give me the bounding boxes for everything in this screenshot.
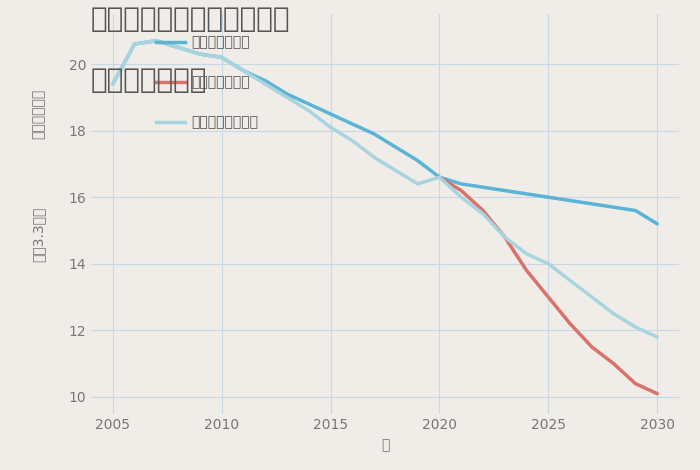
- グッドシナリオ: [566, 198, 574, 204]
- グッドシナリオ: [588, 201, 596, 207]
- Line: ノーマルシナリオ: ノーマルシナリオ: [113, 41, 657, 337]
- ノーマルシナリオ: [566, 278, 574, 283]
- グッドシナリオ: [174, 45, 182, 50]
- バッドシナリオ: [522, 267, 531, 273]
- ノーマルシナリオ: [326, 125, 335, 130]
- グッドシナリオ: [261, 78, 270, 84]
- ノーマルシナリオ: [522, 251, 531, 257]
- グッドシナリオ: [239, 68, 248, 73]
- グッドシナリオ: [326, 111, 335, 117]
- ノーマルシナリオ: [239, 68, 248, 73]
- Text: 兵庫県姫路市安富町三森の: 兵庫県姫路市安富町三森の: [91, 5, 290, 33]
- Text: 単価（万円）: 単価（万円）: [31, 89, 45, 139]
- ノーマルシナリオ: [152, 38, 160, 44]
- Text: 平（3.3㎡）: 平（3.3㎡）: [31, 206, 45, 261]
- グッドシナリオ: [283, 91, 291, 97]
- バッドシナリオ: [544, 294, 552, 300]
- Text: バッドシナリオ: バッドシナリオ: [191, 75, 250, 89]
- ノーマルシナリオ: [610, 311, 618, 317]
- グッドシナリオ: [304, 101, 313, 107]
- グッドシナリオ: [218, 55, 226, 60]
- グッドシナリオ: [435, 174, 444, 180]
- ノーマルシナリオ: [108, 81, 117, 87]
- グッドシナリオ: [196, 51, 204, 57]
- X-axis label: 年: 年: [381, 438, 389, 452]
- ノーマルシナリオ: [261, 81, 270, 87]
- Text: 土地の価格推移: 土地の価格推移: [91, 66, 207, 94]
- グッドシナリオ: [348, 121, 356, 127]
- ノーマルシナリオ: [370, 155, 378, 160]
- バッドシナリオ: [479, 208, 487, 213]
- グッドシナリオ: [108, 81, 117, 87]
- ノーマルシナリオ: [348, 138, 356, 143]
- ノーマルシナリオ: [392, 168, 400, 173]
- ノーマルシナリオ: [588, 294, 596, 300]
- グッドシナリオ: [130, 41, 139, 47]
- グッドシナリオ: [152, 38, 160, 44]
- バッドシナリオ: [631, 381, 640, 386]
- グッドシナリオ: [370, 131, 378, 137]
- グッドシナリオ: [457, 181, 466, 187]
- グッドシナリオ: [500, 188, 509, 193]
- バッドシナリオ: [457, 188, 466, 193]
- グッドシナリオ: [544, 195, 552, 200]
- ノーマルシナリオ: [130, 41, 139, 47]
- バッドシナリオ: [588, 344, 596, 350]
- バッドシナリオ: [435, 174, 444, 180]
- グッドシナリオ: [653, 221, 662, 227]
- バッドシナリオ: [500, 235, 509, 240]
- Line: グッドシナリオ: グッドシナリオ: [113, 41, 657, 224]
- ノーマルシナリオ: [304, 108, 313, 113]
- グッドシナリオ: [610, 204, 618, 210]
- ノーマルシナリオ: [544, 261, 552, 266]
- Line: バッドシナリオ: バッドシナリオ: [440, 177, 657, 394]
- ノーマルシナリオ: [479, 211, 487, 217]
- グッドシナリオ: [479, 184, 487, 190]
- グッドシナリオ: [414, 158, 422, 164]
- グッドシナリオ: [392, 144, 400, 150]
- バッドシナリオ: [566, 321, 574, 327]
- ノーマルシナリオ: [414, 181, 422, 187]
- ノーマルシナリオ: [631, 324, 640, 330]
- ノーマルシナリオ: [500, 235, 509, 240]
- グッドシナリオ: [631, 208, 640, 213]
- ノーマルシナリオ: [174, 45, 182, 50]
- ノーマルシナリオ: [435, 174, 444, 180]
- ノーマルシナリオ: [283, 94, 291, 100]
- ノーマルシナリオ: [218, 55, 226, 60]
- ノーマルシナリオ: [457, 195, 466, 200]
- Text: グッドシナリオ: グッドシナリオ: [191, 35, 250, 49]
- グッドシナリオ: [522, 191, 531, 196]
- バッドシナリオ: [610, 361, 618, 367]
- バッドシナリオ: [653, 391, 662, 397]
- ノーマルシナリオ: [196, 51, 204, 57]
- ノーマルシナリオ: [653, 334, 662, 340]
- Text: ノーマルシナリオ: ノーマルシナリオ: [191, 115, 258, 129]
